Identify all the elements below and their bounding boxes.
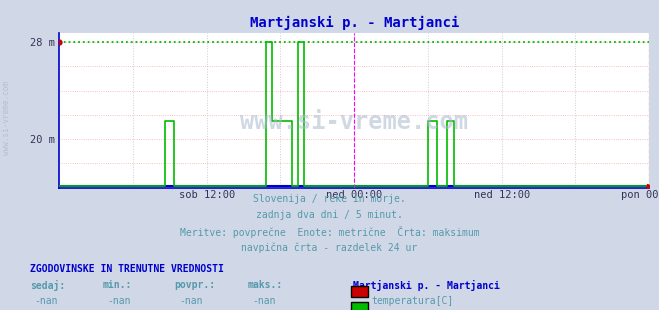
Text: navpična črta - razdelek 24 ur: navpična črta - razdelek 24 ur bbox=[241, 242, 418, 253]
Text: -nan: -nan bbox=[252, 296, 275, 306]
Text: povpr.:: povpr.: bbox=[175, 280, 215, 290]
Text: sedaj:: sedaj: bbox=[30, 280, 65, 291]
Text: maks.:: maks.: bbox=[247, 280, 282, 290]
Title: Martjanski p. - Martjanci: Martjanski p. - Martjanci bbox=[250, 16, 459, 30]
Text: -nan: -nan bbox=[179, 296, 203, 306]
Text: zadnja dva dni / 5 minut.: zadnja dva dni / 5 minut. bbox=[256, 210, 403, 220]
Text: temperatura[C]: temperatura[C] bbox=[371, 296, 453, 306]
Text: Martjanski p. - Martjanci: Martjanski p. - Martjanci bbox=[353, 280, 500, 291]
Text: -nan: -nan bbox=[34, 296, 58, 306]
Text: ZGODOVINSKE IN TRENUTNE VREDNOSTI: ZGODOVINSKE IN TRENUTNE VREDNOSTI bbox=[30, 264, 223, 274]
Text: Slovenija / reke in morje.: Slovenija / reke in morje. bbox=[253, 194, 406, 204]
Text: min.:: min.: bbox=[102, 280, 132, 290]
Text: Meritve: povprečne  Enote: metrične  Črta: maksimum: Meritve: povprečne Enote: metrične Črta:… bbox=[180, 226, 479, 238]
Text: www.si-vreme.com: www.si-vreme.com bbox=[241, 110, 468, 135]
Text: -nan: -nan bbox=[107, 296, 130, 306]
Text: www.si-vreme.com: www.si-vreme.com bbox=[2, 81, 11, 155]
